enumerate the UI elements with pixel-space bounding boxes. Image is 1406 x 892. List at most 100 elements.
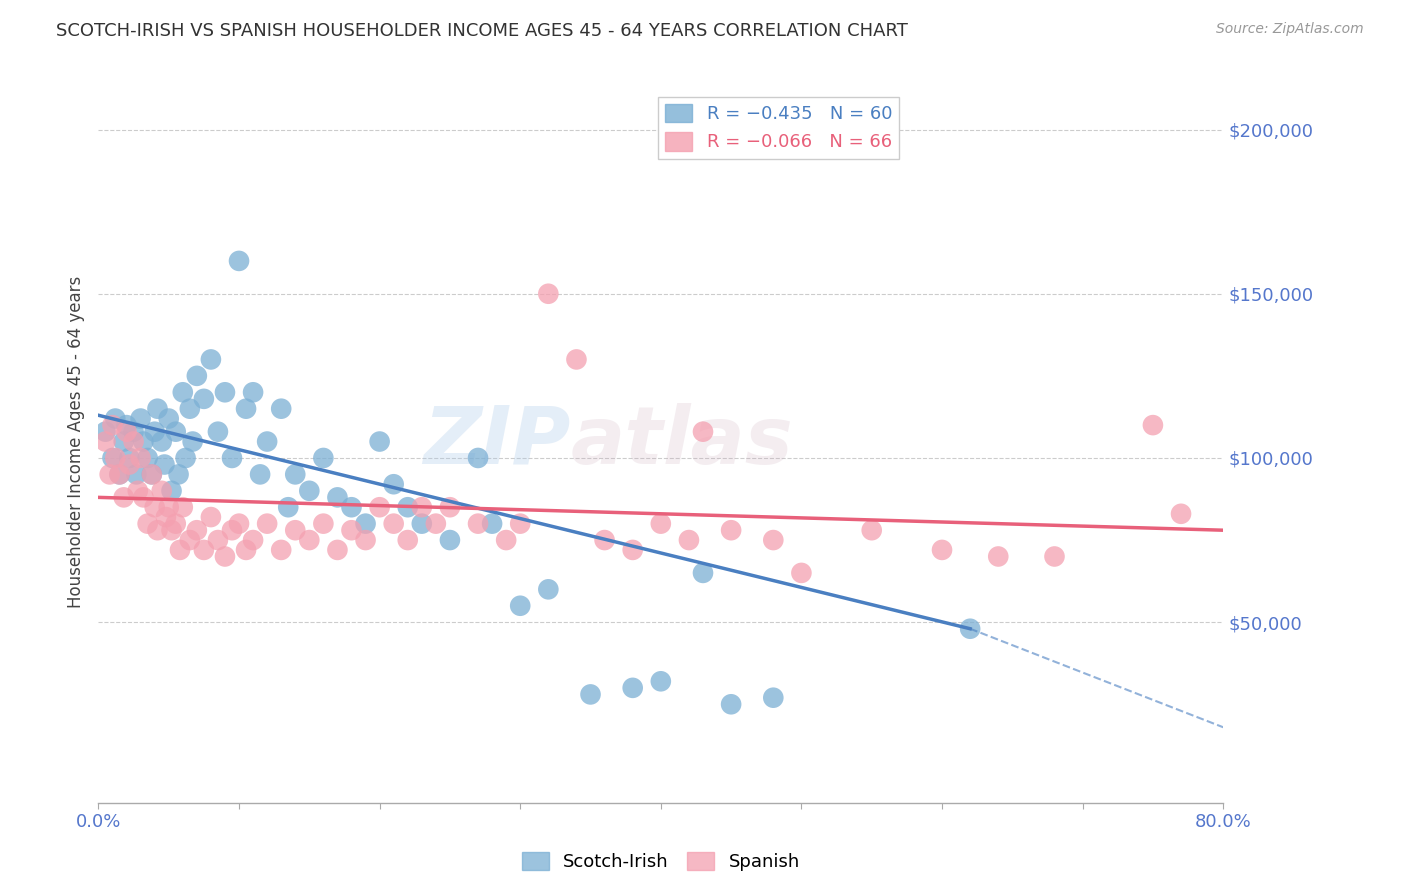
- Point: [242, 385, 264, 400]
- Text: ZIP: ZIP: [423, 402, 571, 481]
- Y-axis label: Householder Income Ages 45 - 64 years: Householder Income Ages 45 - 64 years: [66, 276, 84, 607]
- Point: [200, 510, 222, 524]
- Point: [150, 434, 173, 449]
- Point: [235, 542, 257, 557]
- Point: [104, 450, 127, 465]
- Point: [326, 491, 349, 505]
- Point: [242, 533, 264, 547]
- Text: Source: ZipAtlas.com: Source: ZipAtlas.com: [1216, 22, 1364, 37]
- Point: [284, 523, 307, 537]
- Point: [104, 411, 127, 425]
- Point: [193, 542, 215, 557]
- Point: [186, 523, 208, 537]
- Point: [207, 533, 229, 547]
- Point: [298, 533, 321, 547]
- Point: [495, 533, 517, 547]
- Point: [368, 500, 391, 515]
- Point: [762, 533, 785, 547]
- Point: [439, 533, 461, 547]
- Point: [132, 491, 155, 505]
- Point: [481, 516, 503, 531]
- Point: [439, 500, 461, 515]
- Point: [340, 523, 363, 537]
- Point: [122, 434, 145, 449]
- Text: SCOTCH-IRISH VS SPANISH HOUSEHOLDER INCOME AGES 45 - 64 YEARS CORRELATION CHART: SCOTCH-IRISH VS SPANISH HOUSEHOLDER INCO…: [56, 22, 908, 40]
- Point: [122, 425, 145, 439]
- Point: [692, 566, 714, 580]
- Point: [157, 411, 180, 425]
- Point: [959, 622, 981, 636]
- Point: [221, 523, 243, 537]
- Point: [579, 687, 602, 701]
- Point: [221, 450, 243, 465]
- Point: [94, 434, 117, 449]
- Point: [136, 516, 159, 531]
- Point: [621, 542, 644, 557]
- Point: [136, 450, 159, 465]
- Point: [537, 286, 560, 301]
- Point: [112, 434, 135, 449]
- Point: [214, 385, 236, 400]
- Point: [565, 352, 588, 367]
- Point: [298, 483, 321, 498]
- Point: [179, 533, 201, 547]
- Point: [425, 516, 447, 531]
- Point: [354, 533, 377, 547]
- Point: [160, 483, 183, 498]
- Point: [467, 450, 489, 465]
- Point: [1142, 418, 1164, 433]
- Point: [115, 418, 138, 433]
- Point: [150, 483, 173, 498]
- Point: [112, 491, 135, 505]
- Point: [200, 352, 222, 367]
- Point: [207, 425, 229, 439]
- Point: [650, 516, 672, 531]
- Point: [157, 500, 180, 515]
- Point: [129, 411, 152, 425]
- Point: [174, 450, 197, 465]
- Point: [235, 401, 257, 416]
- Point: [101, 450, 124, 465]
- Text: atlas: atlas: [571, 402, 793, 481]
- Point: [270, 401, 292, 416]
- Point: [312, 516, 335, 531]
- Point: [270, 542, 292, 557]
- Point: [146, 523, 169, 537]
- Point: [256, 516, 278, 531]
- Point: [411, 500, 433, 515]
- Point: [141, 467, 163, 482]
- Point: [193, 392, 215, 406]
- Point: [118, 458, 141, 472]
- Point: [141, 467, 163, 482]
- Point: [172, 385, 194, 400]
- Point: [160, 523, 183, 537]
- Point: [277, 500, 299, 515]
- Point: [692, 425, 714, 439]
- Point: [155, 510, 177, 524]
- Point: [312, 450, 335, 465]
- Point: [165, 516, 187, 531]
- Point: [931, 542, 953, 557]
- Point: [396, 500, 419, 515]
- Point: [509, 599, 531, 613]
- Point: [720, 698, 742, 712]
- Point: [509, 516, 531, 531]
- Point: [143, 500, 166, 515]
- Point: [256, 434, 278, 449]
- Point: [186, 368, 208, 383]
- Point: [987, 549, 1010, 564]
- Point: [127, 483, 149, 498]
- Point: [249, 467, 271, 482]
- Point: [411, 516, 433, 531]
- Point: [354, 516, 377, 531]
- Point: [118, 450, 141, 465]
- Point: [98, 467, 121, 482]
- Legend: R = −0.435   N = 60, R = −0.066   N = 66: R = −0.435 N = 60, R = −0.066 N = 66: [658, 96, 900, 159]
- Point: [228, 253, 250, 268]
- Legend: Scotch-Irish, Spanish: Scotch-Irish, Spanish: [515, 845, 807, 879]
- Point: [1043, 549, 1066, 564]
- Point: [467, 516, 489, 531]
- Point: [132, 434, 155, 449]
- Point: [284, 467, 307, 482]
- Point: [720, 523, 742, 537]
